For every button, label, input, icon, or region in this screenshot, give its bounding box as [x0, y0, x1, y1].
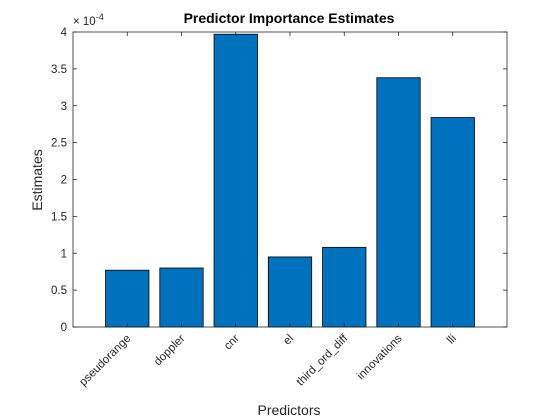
- y-tick-label: 4: [61, 27, 68, 39]
- y-tick-label: 3.5: [51, 64, 67, 76]
- y-axis-title: Estimates: [29, 149, 45, 210]
- y-tick-label: 3: [61, 101, 67, 113]
- y-tick-label: 2: [61, 175, 67, 187]
- y-axis-exponent-power: -4: [96, 12, 104, 22]
- y-axis-ticks: 0 0.5 1 1.5 2 2.5 3 3.5 4: [51, 27, 507, 334]
- y-tick-label: 1.5: [51, 211, 67, 223]
- bar-pseudorange: [105, 269, 150, 328]
- y-tick-label: 0: [61, 322, 67, 334]
- bar-innovations: [376, 77, 421, 328]
- y-tick-label: 0.5: [51, 285, 67, 297]
- y-axis-exponent-base: × 10: [73, 16, 96, 28]
- x-axis-title: Predictors: [257, 402, 320, 418]
- bar-el: [267, 256, 313, 328]
- y-tick-label: 1: [61, 248, 67, 260]
- bar-cnr: [213, 33, 258, 328]
- y-axis-exponent: × 10-4: [73, 12, 104, 28]
- bar-third_ord_diff: [322, 246, 367, 328]
- axes-box: [72, 31, 508, 328]
- bars-group: [105, 33, 475, 328]
- bar-lli: [430, 117, 475, 328]
- chart-title: Predictor Importance Estimates: [184, 10, 395, 26]
- bar-doppler: [159, 267, 204, 328]
- y-tick-label: 2.5: [51, 138, 67, 150]
